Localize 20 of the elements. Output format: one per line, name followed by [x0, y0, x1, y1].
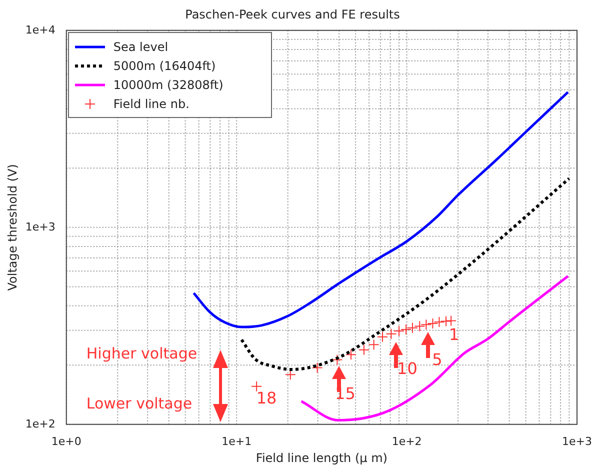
- x-tick-label: 1e+1: [222, 434, 252, 448]
- x-tick-label: 1e+2: [392, 434, 422, 448]
- annotation: 10: [397, 359, 418, 378]
- annotation: 1: [448, 324, 460, 344]
- y-tick-label: 1e+2: [25, 417, 56, 430]
- y-tick-label: 1e+4: [25, 23, 56, 36]
- annotation: 5: [432, 350, 442, 369]
- x-tick-label: 1e+0: [51, 434, 82, 448]
- chart-title: Paschen-Peek curves and FE results: [185, 7, 400, 22]
- legend-label: Sea level: [113, 40, 168, 54]
- x-tick-label: 1e+3: [562, 434, 592, 448]
- annotation: Lower voltage: [86, 394, 192, 412]
- x-axis-title: Field line length (μ m): [256, 450, 388, 465]
- legend-label: Field line nb.: [113, 96, 190, 111]
- annotation: 18: [256, 388, 277, 408]
- annotation: Higher voltage: [86, 344, 198, 362]
- legend-label: 5000m (16404ft): [113, 58, 216, 73]
- y-axis-title: Voltage threshold (V): [5, 164, 20, 291]
- legend-label: 10000m (32808ft): [113, 78, 224, 92]
- y-tick-label: 1e+3: [25, 220, 56, 234]
